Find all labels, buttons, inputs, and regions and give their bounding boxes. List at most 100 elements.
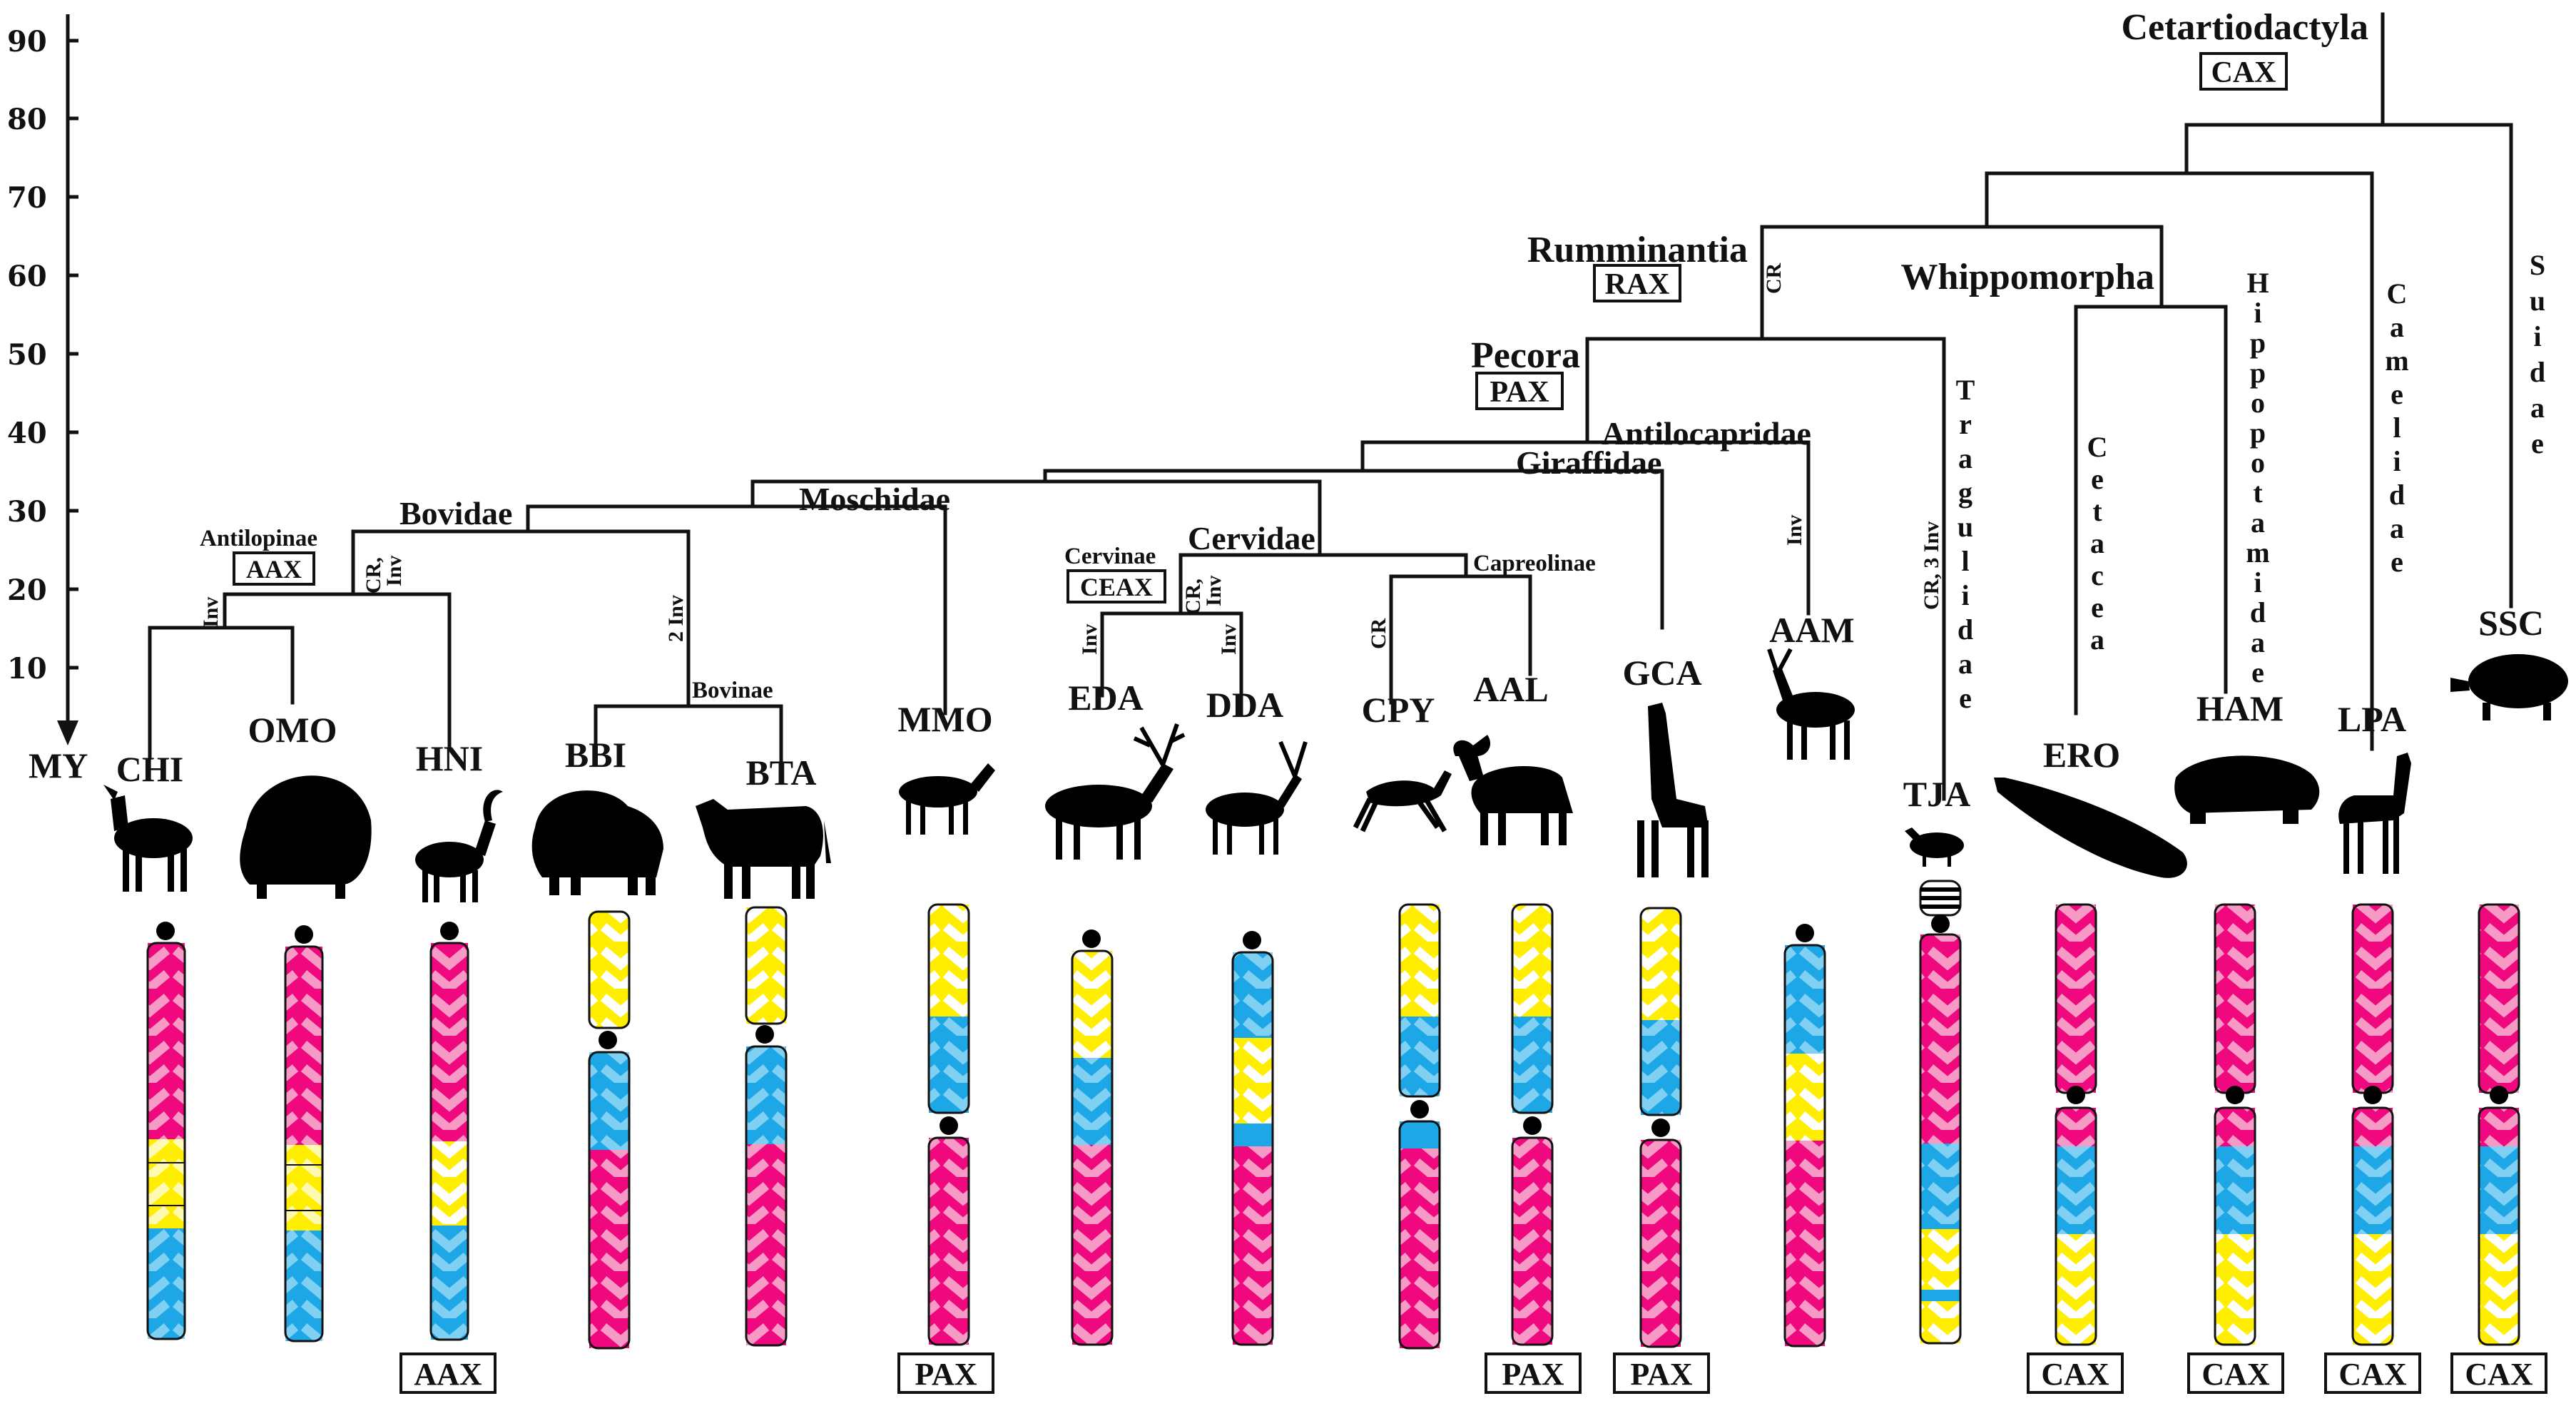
event-bovinae-2inv: 2 Inv: [664, 595, 688, 642]
svg-text:RAX: RAX: [1605, 268, 1670, 301]
svg-text:AAX: AAX: [414, 1357, 482, 1392]
species-omo: OMO: [248, 710, 337, 750]
clade-cervidae: Cervidae: [1188, 520, 1315, 556]
chromosome-eda: [1071, 929, 1114, 1346]
clade-moschidae: Moschidae: [799, 481, 950, 517]
chromosome-lpa: [2351, 903, 2394, 1346]
species-bta: BTA: [745, 753, 816, 793]
axis-arrow-icon: [57, 720, 78, 745]
chromosome-gca: [1639, 907, 1682, 1348]
clade-cetartiodactyla: Cetartiodactyla: [2121, 7, 2368, 48]
svg-text:CAX: CAX: [2201, 1357, 2270, 1392]
event-dda-inv-2: Inv: [1217, 624, 1241, 655]
axis-tick-80: 80: [7, 103, 47, 136]
fallow-deer-silhouette-icon: [1206, 740, 1308, 855]
ancestral-box-cax: CAX: [2199, 52, 2288, 91]
goat-silhouette-icon: [103, 785, 193, 892]
clade-bovinae: Bovinae: [692, 678, 773, 703]
pig-silhouette-icon: [2450, 654, 2568, 720]
svg-text:PAX: PAX: [1630, 1357, 1692, 1392]
moose-silhouette-icon: [1453, 735, 1573, 845]
clade-rumminantia: Rumminantia: [1527, 230, 1748, 270]
chromosome-ssc: [2478, 903, 2520, 1346]
ancestral-box-pax: PAX: [1475, 372, 1564, 410]
species-dda: DDA: [1206, 685, 1283, 725]
event-aam-inv: Inv: [1783, 515, 1806, 546]
chromosome-ero: [2055, 903, 2097, 1346]
svg-text:CAX: CAX: [2211, 56, 2276, 89]
bottom-box-aax: AAX: [399, 1352, 497, 1394]
event-eda-inv: Inv: [1078, 624, 1101, 655]
pronghorn-silhouette-icon: [1767, 648, 1855, 760]
bottom-box-pax-gca: PAX: [1613, 1352, 1710, 1394]
chromosome-cpy: [1398, 903, 1441, 1350]
axis-tick-30: 30: [7, 495, 47, 529]
event-hni-cr: CR,: [362, 557, 385, 593]
chromosomes: [146, 880, 2520, 1350]
bottom-box-cax-lpa: CAX: [2324, 1352, 2421, 1394]
axis-tick-60: 60: [7, 260, 47, 293]
ancestral-box-aax: AAX: [233, 551, 315, 586]
chromosome-mmo: [927, 903, 970, 1346]
clade-antilocapridae: Antilocapridae: [1602, 415, 1811, 452]
time-axis: 90 80 70 60 50 40 30 20 10 MY: [7, 14, 88, 785]
chromosome-hni: [429, 922, 469, 1341]
clade-bovidae: Bovidae: [399, 495, 512, 531]
axis-tick-70: 70: [7, 181, 47, 215]
axis-unit-label: MY: [29, 745, 88, 785]
species-cpy: CPY: [1362, 690, 1435, 730]
clade-pecora: Pecora: [1471, 335, 1580, 376]
cattle-silhouette-icon: [696, 799, 831, 899]
bottom-box-cax-ssc: CAX: [2450, 1352, 2547, 1394]
species-ssc: SSC: [2478, 603, 2544, 643]
svg-text:CAX: CAX: [2338, 1357, 2407, 1392]
svg-text:CEAX: CEAX: [1080, 573, 1153, 601]
event-cpy-cr: CR: [1367, 618, 1390, 649]
chromosome-bta: [745, 906, 788, 1347]
chromosome-dda: [1231, 931, 1274, 1346]
hippo-silhouette-icon: [2174, 755, 2320, 824]
event-antilopinae-inv: Inv: [199, 597, 223, 628]
musk-deer-silhouette-icon: [899, 763, 995, 835]
species-gca: GCA: [1622, 653, 1701, 693]
ancestral-box-ceax: CEAX: [1066, 569, 1166, 603]
phylogenetic-tree: [148, 12, 2513, 801]
event-dda-cr: CR,: [1181, 579, 1205, 615]
muskox-silhouette-icon: [240, 775, 372, 899]
species-hni: HNI: [416, 738, 483, 778]
chromosome-aal: [1511, 903, 1554, 1346]
chromosome-ham: [2214, 903, 2256, 1346]
event-dda-inv: Inv: [1202, 576, 1226, 606]
ancestral-box-rax: RAX: [1593, 264, 1681, 302]
ibex-silhouette-icon: [415, 790, 503, 902]
axis-tick-marks: [68, 39, 78, 670]
event-tja-cr-3inv: CR, 3 Inv: [1920, 521, 1943, 610]
event-hni-inv: Inv: [382, 556, 406, 586]
svg-text:CAX: CAX: [2465, 1357, 2533, 1392]
species-chi: CHI: [116, 749, 183, 789]
clade-cervinae: Cervinae: [1064, 544, 1156, 569]
bottom-box-cax-ham: CAX: [2187, 1352, 2284, 1394]
bottom-box-pax-mmo: PAX: [897, 1352, 994, 1394]
species-ero: ERO: [2043, 735, 2120, 775]
event-rumminantia-cr: CR: [1762, 263, 1786, 294]
chromosome-tja: [1919, 880, 1962, 1345]
chromosome-bbi: [588, 910, 631, 1350]
whale-silhouette-icon: [1994, 778, 2187, 878]
clade-antilopinae: Antilopinae: [200, 526, 317, 551]
species-ham: HAM: [2196, 688, 2284, 728]
roe-deer-silhouette-icon: [1353, 770, 1452, 832]
svg-text:PAX: PAX: [1502, 1357, 1564, 1392]
clade-whippomorpha: Whippomorpha: [1901, 257, 2154, 297]
bottom-box-cax-ero: CAX: [2027, 1352, 2124, 1394]
svg-text:CAX: CAX: [2041, 1357, 2109, 1392]
